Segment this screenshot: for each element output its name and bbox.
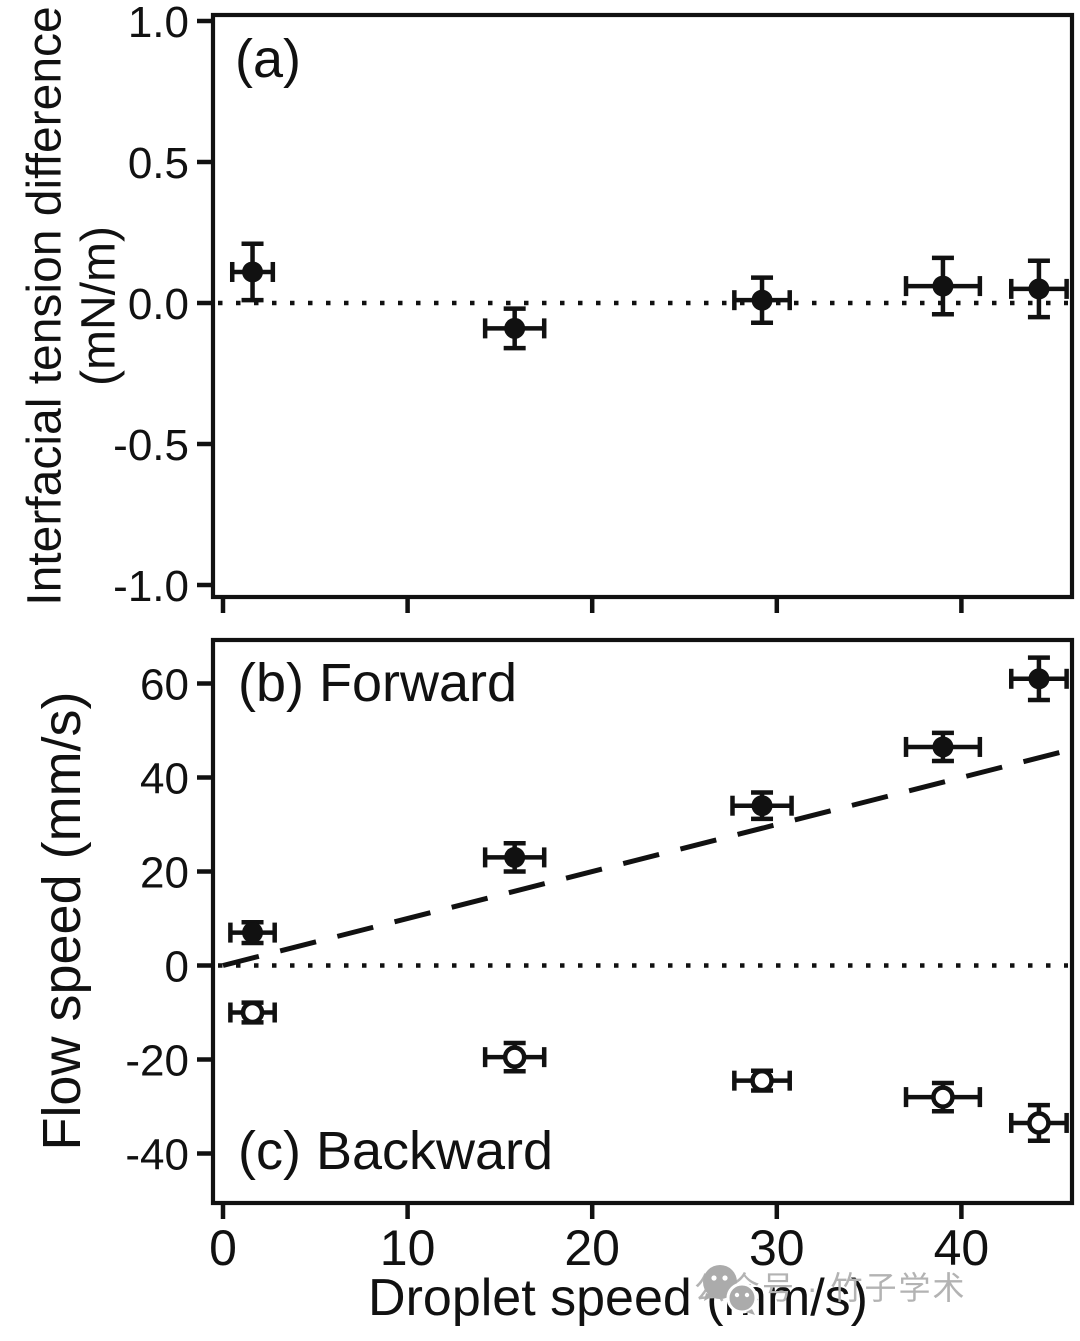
x-tick-label: 20 [564,1220,620,1276]
data-point-forward-flow-speed [730,790,794,822]
panel-a: 1.0 0.5 0.0 -0.5 -1.0 [113,0,1075,613]
open-circle-marker [750,1068,774,1093]
data-point-interfacial-tension-difference [482,306,547,351]
data-point-forward-flow-speed [482,841,547,874]
panel-bc-frame [210,637,1075,1206]
y-tick-label: -0.5 [113,421,189,470]
x-tick-label: 40 [934,1220,990,1276]
open-circle-marker [502,1045,527,1069]
filled-circle-marker [242,261,264,283]
data-point-forward-flow-speed [1008,655,1069,703]
filled-circle-marker [1028,278,1050,300]
series-interfacial-tension-difference [229,241,1069,351]
x-tick-label: 0 [209,1220,237,1276]
data-point-forward-flow-speed [228,920,277,946]
identity-dashed-line [222,746,1073,968]
panel-b-letter-forward: (b) Forward [238,653,518,713]
filled-circle-marker [932,275,954,297]
watermark: 公众号 · 竹子学术 [694,1263,966,1315]
y-axis-label-panel-b: Flow speed (mm/s) [31,691,92,1151]
y-tick-label: 20 [140,849,189,898]
y-tick-label: 40 [140,755,189,804]
open-circle-marker [240,1000,265,1025]
y-axis-label-panel-a-line1: Interfacial tension difference [18,6,72,606]
data-point-interfacial-tension-difference [732,275,792,325]
series-backward-flow-speed [228,1000,1069,1144]
panel-a-letter: (a) [235,29,301,89]
panel-bc: 60 40 20 0 -20 -40 0 10 20 30 40 [125,637,1075,1276]
filled-circle-marker [242,922,264,944]
panel-c-letter-backward: (c) Backward [238,1121,554,1181]
series-forward-flow-speed [228,655,1069,946]
data-point-interfacial-tension-difference [1008,258,1069,320]
data-point-interfacial-tension-difference [229,241,276,303]
data-point-backward-flow-speed [482,1040,547,1074]
y-axis-label-panel-a-line2: (mN/m) [72,226,125,386]
y-tick-label: 60 [140,661,189,710]
y-tick-label: -1.0 [113,562,189,611]
filled-circle-marker [751,289,773,311]
open-circle-marker [1027,1111,1051,1135]
x-tick-label: 10 [380,1220,436,1276]
y-tick-label: -20 [125,1037,189,1086]
y-tick-label: 0.0 [128,280,189,329]
filled-circle-marker [932,736,954,758]
y-axis-label-panel-a: Interfacial tension difference (mN/m) [18,6,126,605]
data-point-backward-flow-speed [732,1068,792,1093]
y-tick-label: -40 [125,1131,189,1180]
open-circle-marker [931,1085,955,1109]
panel-a-frame [210,12,1075,600]
x-tick-label: 30 [749,1220,805,1276]
y-tick-label: 0 [165,943,189,992]
y-tick-label: 1.0 [128,0,189,47]
filled-circle-marker [751,795,773,817]
y-tick-label: 0.5 [128,139,189,188]
data-point-backward-flow-speed [1008,1102,1069,1144]
data-point-backward-flow-speed [228,1000,277,1025]
filled-circle-marker [504,846,526,868]
wechat-icon [703,1265,758,1315]
filled-circle-marker [1028,668,1050,690]
data-point-forward-flow-speed [903,730,983,764]
data-point-backward-flow-speed [903,1080,983,1114]
filled-circle-marker [504,317,526,339]
x-axis-label: Droplet speed (mm/s) [368,1269,868,1327]
data-point-interfacial-tension-difference [903,255,983,317]
